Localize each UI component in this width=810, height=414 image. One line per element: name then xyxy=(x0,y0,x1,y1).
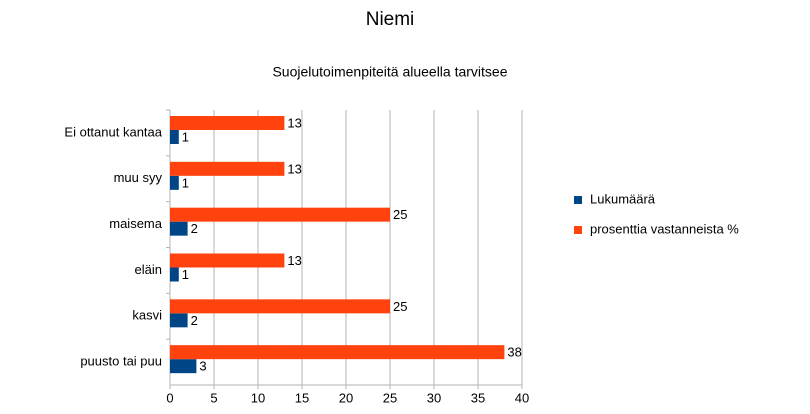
data-label: 1 xyxy=(182,267,189,282)
legend-swatch xyxy=(574,196,582,204)
data-label: 25 xyxy=(393,207,407,222)
bar xyxy=(170,359,197,374)
bar xyxy=(170,313,188,328)
x-tick-label: 0 xyxy=(166,390,173,405)
data-label: 2 xyxy=(191,313,198,328)
data-label: 1 xyxy=(182,175,189,190)
data-label: 13 xyxy=(287,253,301,268)
bar xyxy=(170,161,285,176)
bar xyxy=(170,175,179,190)
bar xyxy=(170,345,505,360)
data-label: 25 xyxy=(393,299,407,314)
x-tick-label: 5 xyxy=(210,390,217,405)
chart-subtitle: Suojelutoimenpiteitä alueella tarvitsee xyxy=(272,64,507,80)
chart-title: Niemi xyxy=(366,9,415,30)
y-tick-label: maisema xyxy=(109,216,163,231)
legend-label: prosenttia vastanneista % xyxy=(590,221,739,236)
data-label: 2 xyxy=(191,221,198,236)
data-label: 13 xyxy=(287,115,301,130)
data-label: 38 xyxy=(507,345,521,360)
data-label: 13 xyxy=(287,161,301,176)
y-tick-label: puusto tai puu xyxy=(80,354,162,369)
y-tick-label: muu syy xyxy=(114,170,163,185)
legend-label: Lukumäärä xyxy=(590,191,656,206)
bar xyxy=(170,116,285,130)
y-tick-label: eläin xyxy=(135,262,162,277)
legend-swatch xyxy=(574,226,582,234)
x-tick-label: 35 xyxy=(471,390,485,405)
y-tick-label: Ei ottanut kantaa xyxy=(64,124,162,139)
bar xyxy=(170,207,390,222)
bar xyxy=(170,299,390,314)
bar xyxy=(170,253,285,268)
x-tick-label: 40 xyxy=(515,390,529,405)
data-label: 3 xyxy=(199,359,206,374)
y-tick-label: kasvi xyxy=(132,308,162,323)
x-tick-label: 20 xyxy=(339,390,353,405)
x-tick-label: 10 xyxy=(251,390,265,405)
x-tick-label: 15 xyxy=(295,390,309,405)
x-tick-label: 30 xyxy=(427,390,441,405)
bar xyxy=(170,221,188,236)
bar xyxy=(170,267,179,282)
x-tick-label: 25 xyxy=(383,390,397,405)
data-label: 1 xyxy=(182,129,189,144)
bar xyxy=(170,130,179,144)
